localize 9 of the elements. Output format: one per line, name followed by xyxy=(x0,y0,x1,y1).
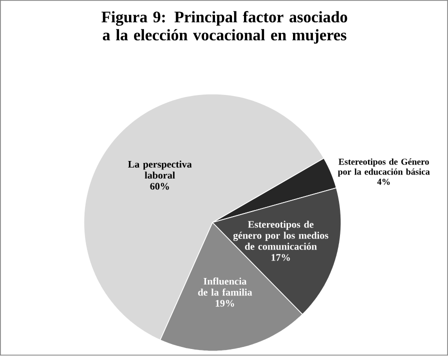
slice-label: Estereotipos de género por los medios de comunicación xyxy=(233,220,328,250)
data-label: 17% xyxy=(272,254,290,262)
data-label: 4% xyxy=(377,178,390,186)
slice-label: Estereotipos de Género por la educación básica xyxy=(338,158,430,177)
chart-title: Figura 9: Principal factor asociado a la elección vocacional en mujeres xyxy=(102,11,348,44)
data-label: 60% xyxy=(150,183,169,190)
slice-label: La perspectiva laboral xyxy=(128,160,192,179)
slice-label: Influencia de la familia xyxy=(198,278,252,296)
data-label: 19% xyxy=(216,300,234,307)
